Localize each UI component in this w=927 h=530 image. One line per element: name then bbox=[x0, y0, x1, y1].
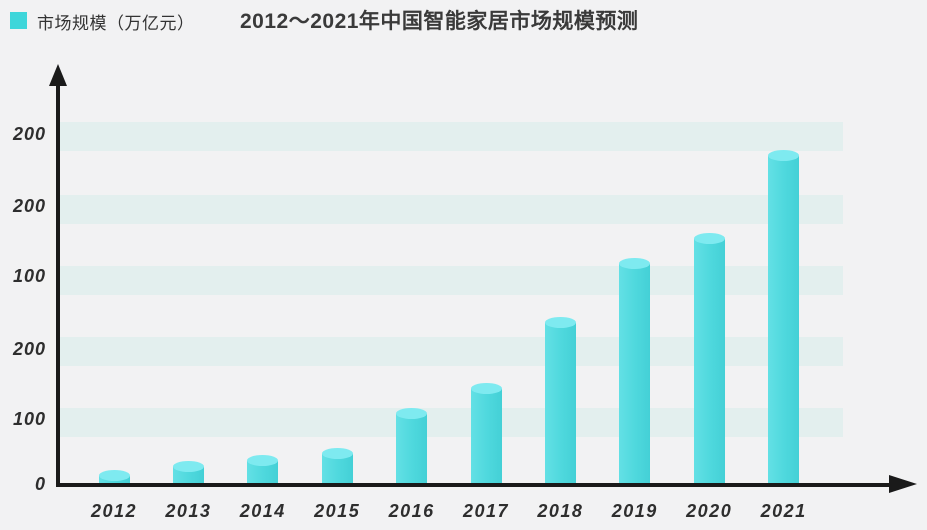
grid-stripe bbox=[60, 408, 843, 437]
y-axis-arrow-icon bbox=[49, 64, 67, 86]
bar-2020 bbox=[693, 233, 725, 483]
legend-swatch-icon bbox=[10, 12, 27, 29]
grid-stripe bbox=[60, 195, 843, 224]
x-axis bbox=[55, 482, 891, 487]
y-axis-tick-label: 200 bbox=[12, 339, 46, 359]
bar-2017 bbox=[470, 383, 502, 483]
bar-2019 bbox=[619, 258, 651, 483]
x-axis-label-2018: 2018 bbox=[537, 501, 584, 521]
grid-stripe bbox=[60, 122, 843, 151]
x-axis-label-2019: 2019 bbox=[611, 501, 658, 521]
y-axis-tick-label: 100 bbox=[12, 266, 46, 286]
bar-2021 bbox=[768, 150, 800, 483]
x-axis-arrow-icon bbox=[889, 475, 917, 493]
x-axis-label-2015: 2015 bbox=[314, 501, 361, 521]
x-axis-label-2021: 2021 bbox=[760, 501, 807, 521]
bar-2014 bbox=[247, 455, 279, 483]
x-axis-label-2014: 2014 bbox=[239, 501, 286, 521]
legend-label: 市场规模（万亿元） bbox=[37, 14, 195, 33]
grid-stripe bbox=[60, 337, 843, 366]
chart-title: 2012～2021年中国智能家居市场规模预测 bbox=[240, 10, 639, 33]
bar-2013 bbox=[172, 461, 204, 483]
y-axis-tick-label: 100 bbox=[12, 409, 46, 429]
y-axis-tick-label: 0 bbox=[34, 474, 46, 494]
x-axis-label-2020: 2020 bbox=[686, 501, 733, 521]
y-axis-tick-label: 200 bbox=[12, 124, 46, 144]
x-axis-label-2017: 2017 bbox=[462, 501, 510, 521]
grid-stripe bbox=[60, 266, 843, 295]
y-axis-tick-label: 200 bbox=[12, 196, 46, 216]
bar-2012 bbox=[98, 470, 130, 483]
x-axis-label-2013: 2013 bbox=[165, 501, 212, 521]
bar-2018 bbox=[544, 317, 576, 483]
x-axis-label-2012: 2012 bbox=[90, 501, 138, 521]
bar-2015 bbox=[321, 448, 353, 483]
x-axis-label-2016: 2016 bbox=[388, 501, 435, 521]
y-axis bbox=[55, 82, 60, 487]
bar-2016 bbox=[396, 408, 428, 483]
